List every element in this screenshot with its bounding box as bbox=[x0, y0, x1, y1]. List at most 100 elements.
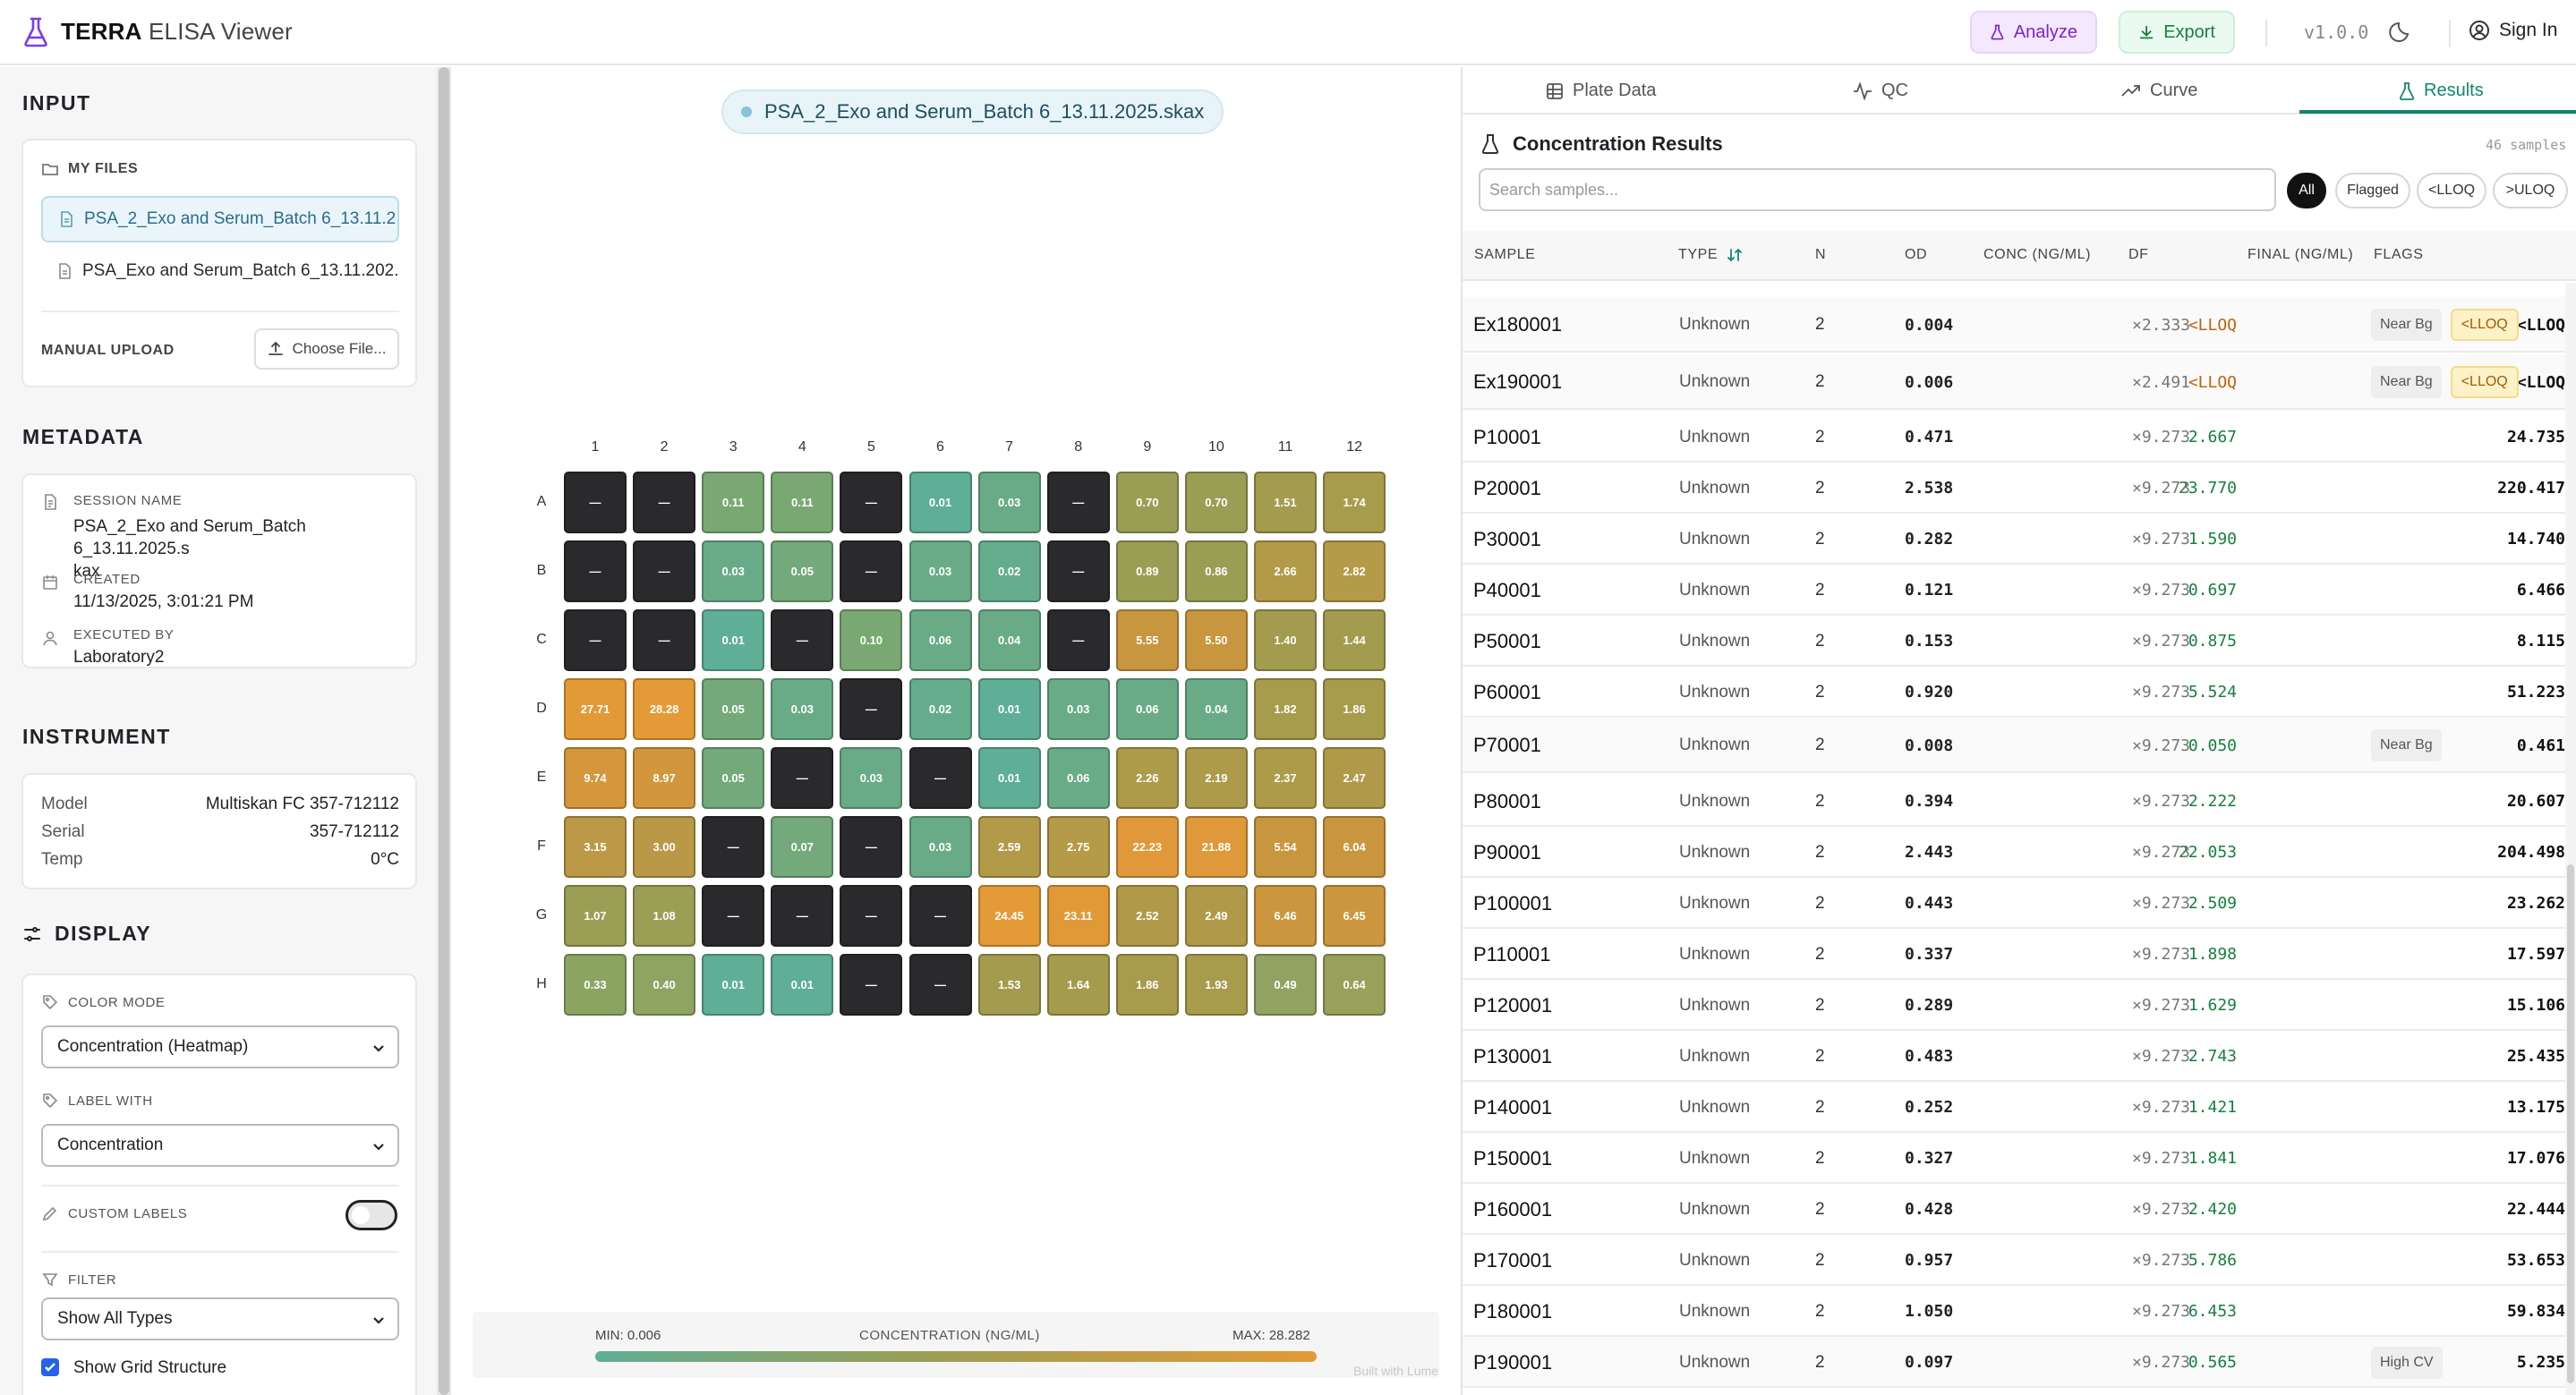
plate-well[interactable]: — bbox=[564, 540, 627, 602]
plate-well[interactable]: 28.28 bbox=[633, 678, 696, 740]
table-row[interactable]: Ex180001 Unknown 2 0.004 <LLOQ ×2.333 <LLOQ Nea… bbox=[1463, 297, 2572, 353]
plate-well[interactable]: — bbox=[840, 540, 903, 602]
plate-well[interactable]: 0.49 bbox=[1254, 954, 1317, 1016]
plate-well[interactable]: 2.82 bbox=[1323, 540, 1386, 602]
table-row[interactable]: P40001 Unknown 2 0.121 0.697 ×9.273 6.466 bbox=[1463, 565, 2572, 616]
plate-well[interactable]: 0.70 bbox=[1184, 472, 1248, 533]
tab-plate-data[interactable]: Plate Data bbox=[1546, 67, 1689, 115]
plate-well[interactable]: 2.66 bbox=[1254, 540, 1317, 602]
plate-well[interactable]: 0.05 bbox=[702, 678, 765, 740]
plate-well[interactable]: 5.50 bbox=[1184, 609, 1248, 671]
plate-well[interactable]: — bbox=[771, 885, 834, 947]
plate-well[interactable]: 0.10 bbox=[840, 609, 903, 671]
scrollbar-thumb[interactable] bbox=[2567, 864, 2574, 1383]
filter-all-button[interactable]: All bbox=[2287, 173, 2326, 208]
plate-well[interactable]: 2.59 bbox=[977, 816, 1041, 878]
plate-well[interactable]: — bbox=[1046, 540, 1110, 602]
table-row[interactable]: P10001 Unknown 2 0.471 2.667 ×9.273 24.735 bbox=[1463, 412, 2572, 463]
show-grid-checkbox[interactable] bbox=[41, 1358, 59, 1376]
moon-icon[interactable] bbox=[2388, 18, 2417, 47]
plate-well[interactable]: 5.55 bbox=[1115, 609, 1179, 671]
col-type[interactable]: TYPE bbox=[1678, 247, 1743, 263]
export-button[interactable]: Export bbox=[2119, 11, 2235, 54]
file-item-1[interactable]: PSA_2_Exo and Serum_Batch 6_13.11.2... bbox=[41, 196, 399, 242]
plate-well[interactable]: 1.86 bbox=[1323, 678, 1386, 740]
plate-well[interactable]: 2.49 bbox=[1184, 885, 1248, 947]
plate-well[interactable]: 0.01 bbox=[771, 954, 834, 1016]
table-row[interactable]: P120001 Unknown 2 0.289 1.629 ×9.273 15.106 bbox=[1463, 980, 2572, 1031]
plate-well[interactable]: 0.11 bbox=[771, 472, 834, 533]
plate-well[interactable]: 3.00 bbox=[633, 816, 696, 878]
plate-well[interactable]: 0.64 bbox=[1323, 954, 1386, 1016]
scrollbar-thumb[interactable] bbox=[439, 67, 449, 1395]
plate-well[interactable]: — bbox=[1046, 472, 1110, 533]
plate-well[interactable]: 21.88 bbox=[1184, 816, 1248, 878]
results-scrollbar[interactable] bbox=[2565, 283, 2576, 1395]
plate-well[interactable]: 9.74 bbox=[564, 747, 627, 809]
plate-well[interactable]: 23.11 bbox=[1046, 885, 1110, 947]
plate-well[interactable]: 0.05 bbox=[771, 540, 834, 602]
plate-well[interactable]: — bbox=[702, 885, 765, 947]
col-final[interactable]: FINAL (NG/ML) bbox=[2248, 247, 2354, 262]
plate-well[interactable]: 5.54 bbox=[1254, 816, 1317, 878]
plate-well[interactable]: 0.06 bbox=[1046, 747, 1110, 809]
plate-well[interactable]: 0.03 bbox=[702, 540, 765, 602]
plate-well[interactable]: 22.23 bbox=[1115, 816, 1179, 878]
plate-well[interactable]: 1.40 bbox=[1254, 609, 1317, 671]
plate-well[interactable]: 0.07 bbox=[771, 816, 834, 878]
plate-well[interactable]: — bbox=[633, 609, 696, 671]
plate-well[interactable]: — bbox=[1046, 609, 1110, 671]
plate-well[interactable]: 1.74 bbox=[1323, 472, 1386, 533]
plate-well[interactable]: 1.07 bbox=[564, 885, 627, 947]
plate-well[interactable]: — bbox=[564, 472, 627, 533]
plate-well[interactable]: 0.01 bbox=[702, 609, 765, 671]
panel-divider[interactable] bbox=[1461, 67, 1463, 1395]
plate-well[interactable]: 0.40 bbox=[633, 954, 696, 1016]
table-row[interactable]: P90001 Unknown 2 2.443 22.053 ×9.273 204.498 bbox=[1463, 827, 2572, 878]
plate-well[interactable]: 0.04 bbox=[977, 609, 1041, 671]
plate-well[interactable]: 1.93 bbox=[1184, 954, 1248, 1016]
plate-well[interactable]: 0.03 bbox=[1046, 678, 1110, 740]
table-row[interactable]: P80001 Unknown 2 0.394 2.222 ×9.273 20.607 bbox=[1463, 776, 2572, 827]
plate-well[interactable]: 2.75 bbox=[1046, 816, 1110, 878]
table-row[interactable]: P160001 Unknown 2 0.428 2.420 ×9.273 22.444 bbox=[1463, 1184, 2572, 1235]
plate-well[interactable]: — bbox=[840, 472, 903, 533]
sign-in-button[interactable]: Sign In bbox=[2469, 20, 2557, 41]
table-row[interactable]: P100001 Unknown 2 0.443 2.509 ×9.273 23.262 bbox=[1463, 878, 2572, 929]
plate-well[interactable]: — bbox=[771, 747, 834, 809]
plate-well[interactable]: 0.33 bbox=[564, 954, 627, 1016]
plate-well[interactable]: 0.03 bbox=[908, 816, 972, 878]
file-item-2[interactable]: PSA_Exo and Serum_Batch 6_13.11.202... bbox=[41, 248, 399, 294]
table-row[interactable]: P190001 Unknown 2 0.097 0.565 ×9.273 5.235 High… bbox=[1463, 1337, 2572, 1388]
plate-well[interactable]: — bbox=[908, 747, 972, 809]
plate-well[interactable]: 0.03 bbox=[977, 472, 1041, 533]
plate-well[interactable]: 6.45 bbox=[1323, 885, 1386, 947]
plate-well[interactable]: — bbox=[908, 885, 972, 947]
plate-well[interactable]: 0.03 bbox=[908, 540, 972, 602]
plate-well[interactable]: 1.64 bbox=[1046, 954, 1110, 1016]
table-row[interactable]: P170001 Unknown 2 0.957 5.786 ×9.273 53.653 bbox=[1463, 1235, 2572, 1286]
table-row[interactable]: P110001 Unknown 2 0.337 1.898 ×9.273 17.597 bbox=[1463, 929, 2572, 980]
table-row[interactable]: P180001 Unknown 2 1.050 6.453 ×9.273 59.834 bbox=[1463, 1286, 2572, 1337]
table-row[interactable]: Ex190001 Unknown 2 0.006 <LLOQ ×2.491 <LLOQ Nea… bbox=[1463, 354, 2572, 410]
plate-well[interactable]: 0.86 bbox=[1184, 540, 1248, 602]
table-row[interactable]: P60001 Unknown 2 0.920 5.524 ×9.273 51.223 bbox=[1463, 667, 2572, 718]
plate-well[interactable]: 0.05 bbox=[702, 747, 765, 809]
col-n[interactable]: N bbox=[1815, 247, 1827, 262]
plate-well[interactable]: 2.19 bbox=[1184, 747, 1248, 809]
plate-well[interactable]: 1.08 bbox=[633, 885, 696, 947]
plate-well[interactable]: 0.70 bbox=[1115, 472, 1179, 533]
plate-well[interactable]: 0.01 bbox=[702, 954, 765, 1016]
plate-well[interactable]: — bbox=[908, 954, 972, 1016]
plate-well[interactable]: — bbox=[840, 885, 903, 947]
plate-well[interactable]: 0.01 bbox=[977, 747, 1041, 809]
tab-curve[interactable]: Curve bbox=[2121, 67, 2211, 115]
col-od[interactable]: OD bbox=[1905, 247, 1928, 262]
plate-well[interactable]: 0.89 bbox=[1115, 540, 1179, 602]
analyze-button[interactable]: Analyze bbox=[1970, 11, 2097, 54]
col-df[interactable]: DF bbox=[2128, 247, 2149, 262]
plate-well[interactable]: 8.97 bbox=[633, 747, 696, 809]
filter-flagged-button[interactable]: Flagged bbox=[2335, 173, 2410, 208]
filter-lloq-button[interactable]: <LLOQ bbox=[2417, 173, 2486, 208]
plate-well[interactable]: 0.04 bbox=[1184, 678, 1248, 740]
